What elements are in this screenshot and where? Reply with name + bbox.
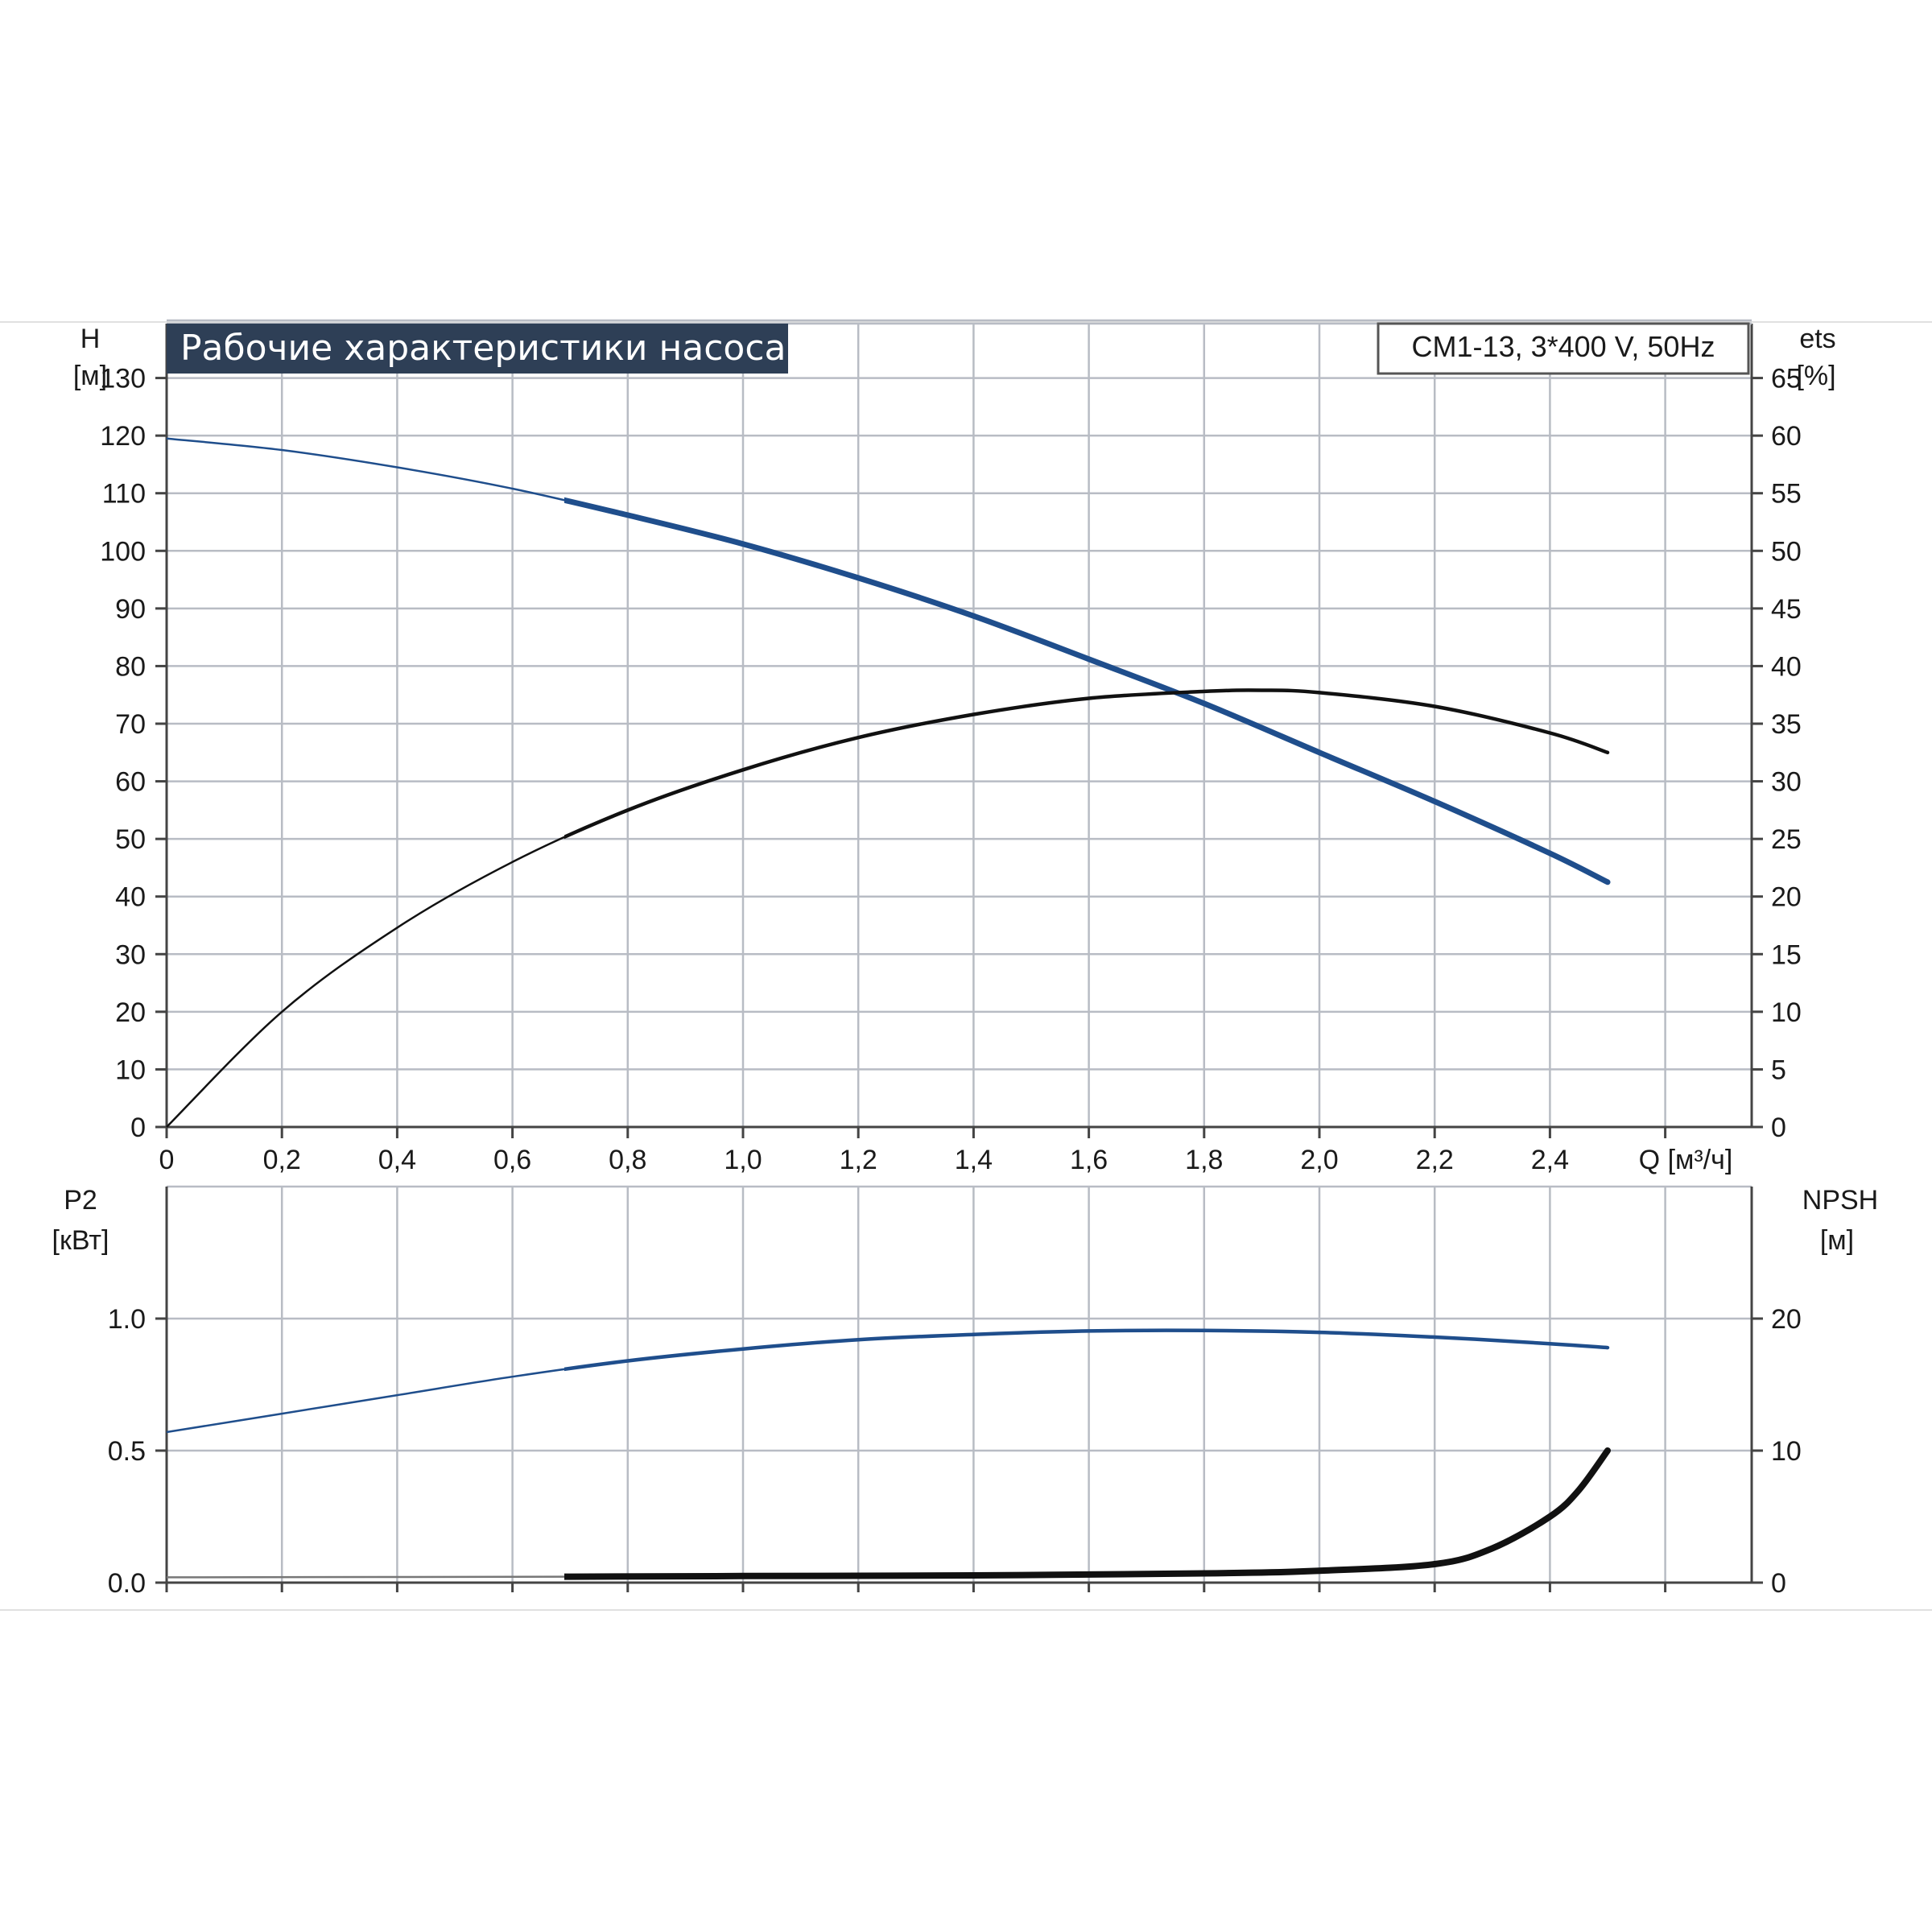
- y-right-tick-label: 55: [1771, 479, 1802, 510]
- y-left-tick-label: 130: [100, 364, 146, 394]
- x-tick-label: 2,4: [1531, 1145, 1569, 1175]
- y-right-tick-label: 50: [1771, 536, 1802, 567]
- y-left-unit: [м]: [73, 361, 107, 391]
- x-tick-label: 0,8: [609, 1145, 646, 1175]
- y-right-unit: [%]: [1796, 361, 1835, 391]
- p2-tick-label: 0.0: [108, 1568, 146, 1599]
- y-left-tick-label: 70: [115, 709, 146, 740]
- x-tick-label: 0,4: [378, 1145, 416, 1175]
- y-left-tick-label: 100: [100, 536, 146, 567]
- y-left-tick-label: 50: [115, 824, 146, 855]
- y-left-tick-label: 110: [102, 479, 146, 510]
- y-left-tick-label: 20: [115, 997, 146, 1028]
- y-right-label: ets: [1799, 324, 1835, 354]
- head-curve: [564, 497, 1611, 886]
- title-plate: [167, 324, 788, 374]
- y-right-tick-label: 20: [1771, 882, 1802, 913]
- p2-tick-label: 1.0: [108, 1304, 146, 1335]
- y-left-tick-label: 40: [115, 882, 146, 913]
- head-curve-thin: [166, 437, 1608, 883]
- y-left-tick-label: 80: [115, 651, 146, 682]
- y-left-tick-label: 10: [115, 1055, 146, 1085]
- x-tick-label: 2,0: [1300, 1145, 1338, 1175]
- p2-unit: [кВт]: [52, 1225, 109, 1256]
- upper-plot-grid: [165, 319, 1753, 1129]
- y-left-tick-label: 30: [115, 939, 146, 970]
- upper-plot-curves: [166, 437, 1611, 1128]
- y-right-tick-label: 40: [1771, 651, 1802, 682]
- npsh-tick-label: 10: [1771, 1436, 1802, 1467]
- model-label: CM1-13, 3*400 V, 50Hz: [1412, 330, 1715, 363]
- p2-curve: [564, 1328, 1610, 1372]
- x-axis-label: Q [м³/ч]: [1639, 1145, 1733, 1175]
- y-right-tick-label: 10: [1771, 997, 1802, 1028]
- efficiency-curve-thin: [166, 689, 1608, 1128]
- x-tick-label: 1,4: [955, 1145, 993, 1175]
- y-right-tick-label: 5: [1771, 1055, 1786, 1085]
- y-left-tick-label: 60: [115, 767, 146, 798]
- y-right-tick-label: 45: [1771, 594, 1802, 625]
- lower-plot-curves: [166, 1328, 1611, 1580]
- model-box: [1377, 322, 1750, 375]
- efficiency-curve: [564, 688, 1610, 840]
- npsh-curve-thin: [166, 1450, 1609, 1579]
- upper-plot-ticks: 0 10 20 30 40 50 60 70 80 90 100 110 120 130 0 5 10 15 20 2…: [100, 364, 1802, 1175]
- p2-tick-label: 0.5: [108, 1436, 146, 1467]
- x-tick-label: 1,8: [1185, 1145, 1223, 1175]
- x-tick-label: 1,2: [840, 1145, 877, 1175]
- x-tick-label: 0,6: [493, 1145, 531, 1175]
- y-right-tick-label: 35: [1771, 709, 1802, 740]
- y-left-tick-label: 90: [115, 594, 146, 625]
- lower-plot-ticks: 0.0 0.5 1.0 0 10 20: [108, 1304, 1802, 1599]
- y-right-tick-label: 0: [1771, 1113, 1786, 1143]
- p2-curve-thin: [166, 1329, 1608, 1434]
- npsh-tick-label: 0: [1771, 1568, 1786, 1599]
- npsh-curve: [564, 1447, 1611, 1580]
- x-tick-label: 1,6: [1070, 1145, 1108, 1175]
- npsh-tick-label: 20: [1771, 1304, 1802, 1335]
- p2-label: P2: [64, 1185, 97, 1216]
- x-tick-label: 1,0: [724, 1145, 762, 1175]
- y-left-label: H: [80, 324, 101, 354]
- npsh-unit: [м]: [1820, 1225, 1854, 1256]
- y-right-tick-label: 30: [1771, 767, 1802, 798]
- y-left-tick-label: 120: [100, 421, 146, 452]
- x-tick-label: 2,2: [1416, 1145, 1454, 1175]
- npsh-label: NPSH: [1802, 1185, 1878, 1216]
- y-left-tick-label: 0: [130, 1113, 146, 1143]
- y-right-tick-label: 15: [1771, 939, 1802, 970]
- y-right-tick-label: 65: [1771, 364, 1802, 394]
- y-right-tick-label: 60: [1771, 421, 1802, 452]
- x-tick-label: 0,2: [263, 1145, 301, 1175]
- x-tick-label: 0: [159, 1145, 175, 1175]
- lower-plot-grid: [165, 1185, 1753, 1584]
- y-right-tick-label: 25: [1771, 824, 1802, 855]
- chart-title: Рабочие характеристики насоса: [180, 328, 786, 369]
